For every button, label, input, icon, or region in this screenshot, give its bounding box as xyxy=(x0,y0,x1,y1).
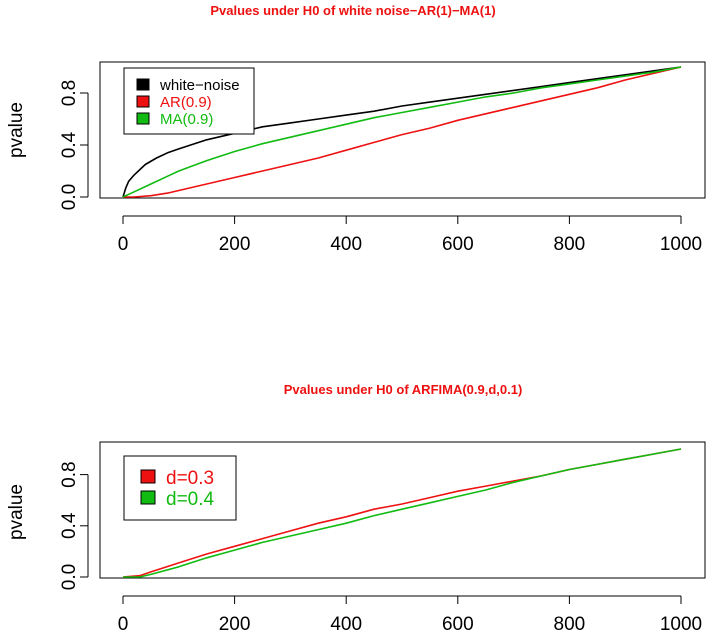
chart-2: Pvalues under H0 of ARFIMA(0.9,d,0.1) pv… xyxy=(6,382,706,631)
y-tick-label: 0.0 xyxy=(59,564,80,590)
legend-key-d04 xyxy=(140,490,156,505)
chart-1-series xyxy=(122,66,682,198)
chart-1: Pvalues under H0 of white noise−AR(1)−MA… xyxy=(6,3,706,255)
y-tick-label: 0.8 xyxy=(59,80,80,106)
chart-1-axes: 0 200 400 600 800 1000 0.0 0.4 0.8 xyxy=(59,80,702,255)
x-tick-label: 800 xyxy=(554,614,586,631)
chart-2-legend: d=0.3 d=0.4 xyxy=(123,455,237,521)
x-tick-label: 1000 xyxy=(660,614,702,631)
y-tick-label: 0.8 xyxy=(59,461,80,487)
x-tick-label: 600 xyxy=(442,234,474,255)
chart-2-legend-box xyxy=(123,455,237,521)
y-tick-label: 0.4 xyxy=(59,131,80,158)
x-tick-label: 400 xyxy=(330,234,362,255)
legend-label-ar: AR(0.9) xyxy=(160,94,212,111)
x-tick-label: 200 xyxy=(219,614,251,631)
x-tick-label: 0 xyxy=(118,234,129,255)
chart-1-legend: white−noise AR(0.9) MA(0.9) xyxy=(123,67,255,135)
legend-key-ma xyxy=(136,112,150,125)
series-line-d-0-4 xyxy=(123,448,682,578)
chart-1-plot-frame xyxy=(99,61,706,199)
legend-key-white-noise xyxy=(136,78,150,91)
legend-key-ar xyxy=(136,95,150,108)
legend-label-d03: d=0.3 xyxy=(166,468,214,489)
chart-2-title: Pvalues under H0 of ARFIMA(0.9,d,0.1) xyxy=(284,382,523,397)
series-line-white-noise xyxy=(122,66,682,198)
chart-2-axes: 0 200 400 600 800 1000 0.0 0.4 0.8 xyxy=(59,461,702,631)
chart-2-ylabel: pvalue xyxy=(6,484,27,540)
x-tick-label: 200 xyxy=(219,234,251,255)
chart-2-plot-frame xyxy=(99,441,706,579)
x-tick-label: 800 xyxy=(554,234,586,255)
legend-label-d04: d=0.4 xyxy=(166,489,215,510)
legend-key-d03 xyxy=(140,469,156,484)
y-tick-label: 0.4 xyxy=(59,512,80,539)
x-tick-label: 1000 xyxy=(660,234,702,255)
x-tick-label: 0 xyxy=(118,614,129,631)
legend-label-ma: MA(0.9) xyxy=(160,111,213,128)
chart-1-title: Pvalues under H0 of white noise−AR(1)−MA… xyxy=(210,3,495,18)
chart-2-series xyxy=(122,448,682,578)
y-tick-label: 0.0 xyxy=(59,184,80,210)
series-line-ma-0-9 xyxy=(122,66,682,198)
legend-label-white-noise: white−noise xyxy=(159,77,240,94)
series-line-ar-0-9 xyxy=(123,66,682,198)
x-tick-label: 400 xyxy=(330,614,362,631)
x-tick-label: 600 xyxy=(442,614,474,631)
chart-1-ylabel: pvalue xyxy=(6,102,27,158)
